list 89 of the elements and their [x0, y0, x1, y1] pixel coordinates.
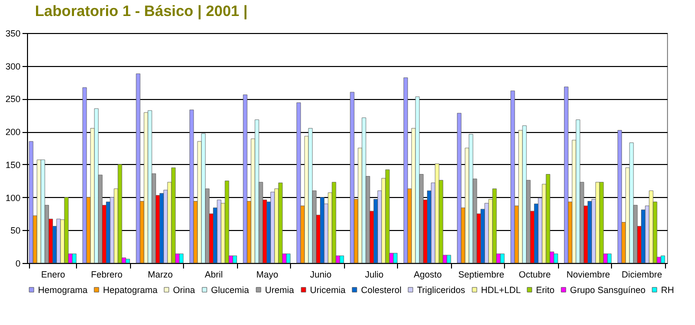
x-tick-label: Julio [365, 270, 384, 280]
bar [64, 197, 69, 264]
bar [510, 90, 515, 264]
bar [457, 112, 462, 264]
legend-label: Uremia [265, 284, 294, 295]
x-tick-label: Diciembre [622, 270, 662, 280]
bar [224, 180, 230, 264]
bar [468, 134, 474, 264]
bar [179, 254, 184, 264]
bar [82, 87, 87, 264]
bar [320, 197, 324, 264]
legend-label: Hemograma [38, 284, 88, 295]
x-tick-label: Septiembre [458, 270, 504, 280]
x-tick-label: Abril [204, 270, 223, 280]
bar [648, 190, 654, 264]
y-tick-label: 100 [5, 192, 20, 203]
bar [492, 188, 497, 264]
bar [576, 120, 580, 264]
bar [160, 193, 164, 264]
legend-label: Orina [173, 284, 196, 295]
bar [270, 192, 275, 264]
bar [385, 169, 390, 264]
bar [254, 120, 260, 264]
x-tick-label: Enero [41, 270, 66, 280]
bar [171, 168, 176, 264]
x-tick-label: Junio [310, 270, 332, 280]
x-tick-label: Noviembre [566, 270, 610, 280]
y-tick-label: 200 [5, 127, 20, 138]
legend-label: HDL+LDL [481, 284, 521, 295]
bar [588, 201, 592, 264]
bar [350, 92, 354, 264]
bar [340, 256, 344, 264]
bar [189, 110, 194, 264]
bar [201, 133, 206, 264]
bar [415, 96, 420, 264]
bar [546, 174, 550, 264]
bar [618, 130, 622, 264]
legend-label: Colesterol [361, 284, 402, 295]
legend-label: Erito [536, 284, 555, 295]
legend-label: Grupo Sansguíneo [570, 284, 646, 295]
bar [308, 128, 313, 264]
bar [126, 258, 130, 264]
bar [94, 108, 99, 264]
bar [118, 164, 122, 264]
bar [595, 182, 600, 264]
bar [607, 254, 612, 264]
bar [136, 74, 140, 264]
bar [660, 256, 666, 264]
x-tick-label: Marzo [148, 270, 173, 280]
legend-label: Trigliceridos [417, 284, 466, 295]
bar [564, 86, 568, 264]
legend-label: RH [661, 284, 674, 295]
bar [599, 182, 604, 264]
x-tick-label: Agosto [414, 270, 442, 280]
bar [393, 252, 398, 264]
y-tick-label: 150 [5, 160, 20, 170]
bar [144, 112, 148, 264]
bar [40, 160, 46, 264]
x-tick-label: Febrero [90, 270, 122, 280]
legend-label: Glucemia [211, 284, 250, 295]
bar [72, 254, 76, 264]
bar [28, 141, 34, 264]
bar [446, 254, 452, 264]
y-tick-label: 250 [5, 94, 20, 104]
chart-title: Laboratorio 1 - Básico | 2001 | [34, 3, 248, 20]
x-tick-label: Octubre [518, 270, 551, 280]
bar [404, 77, 408, 264]
bar [148, 110, 152, 264]
bar [242, 94, 248, 264]
bar [36, 160, 42, 264]
bar [332, 182, 336, 264]
bar [362, 118, 366, 264]
bar [522, 125, 527, 264]
bar [278, 182, 283, 264]
y-tick-label: 350 [5, 28, 20, 38]
legend-label: Hepatograma [103, 284, 158, 295]
bar [286, 254, 290, 264]
bar [484, 203, 489, 264]
legend-label: Uricemia [310, 284, 346, 295]
bar [641, 210, 646, 264]
x-tick-label: Mayo [256, 270, 278, 280]
bar [296, 102, 301, 264]
y-tick-label: 300 [5, 61, 20, 72]
y-tick-label: 50 [10, 226, 20, 236]
y-tick-label: 0 [15, 258, 20, 268]
bar [232, 256, 237, 264]
bar [554, 254, 558, 264]
bar [500, 254, 505, 264]
bar [629, 142, 634, 264]
